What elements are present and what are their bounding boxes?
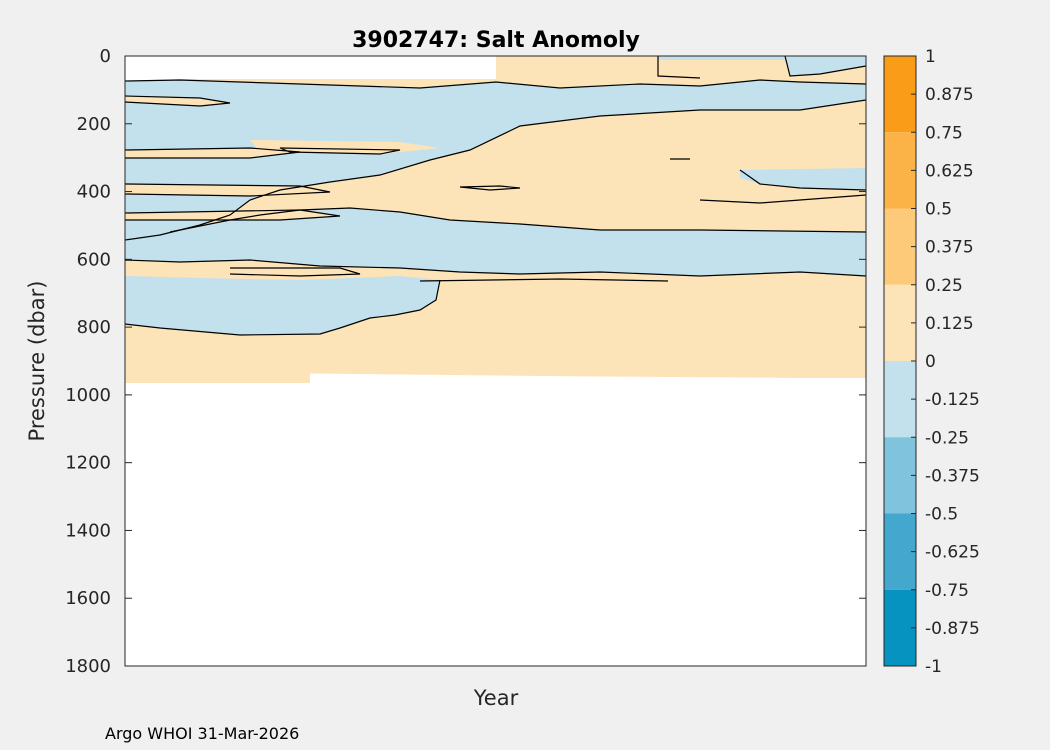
colorbar-tick-label: -0.375 [925,466,980,486]
colorbar-tick-label: -0.875 [925,619,980,639]
contour-line-4 [169,207,867,233]
contour-line-12 [229,267,361,277]
y-tick-label: 600 [77,249,111,270]
colorbar-tick-label: -0.5 [925,505,958,525]
colorbar-tick-label: 0.375 [925,238,974,258]
colorbar-tick-label: 1 [925,47,936,67]
y-tick-label: 400 [77,182,111,203]
contour-line-16 [419,278,669,282]
y-tick-label: 1600 [65,588,111,609]
colorbar-tick-label: 0.625 [925,161,974,181]
colorbar-tick-label: 0.125 [925,314,974,334]
colorbar-tick-label: 0.75 [925,123,963,143]
colorbar-tick-label: -1 [925,657,942,677]
colorbar-tick-label: -0.25 [925,428,969,448]
contour-line-2 [124,259,867,277]
colorbar-tick-label: -0.625 [925,543,980,563]
field-positive-streak-1 [125,148,300,158]
y-tick-label: 0 [100,46,111,67]
y-axis: 0 200 400 600 800 1000 1200 1400 1600 1800 [65,46,866,677]
field-negative-0 [125,80,866,240]
field-negative-1 [125,208,866,276]
colorbar-band-2 [884,208,916,285]
field-positive-streak-2 [250,140,440,154]
y-tick-label: 1000 [65,385,111,406]
colorbar-band-4 [884,361,916,438]
chart-title: 3902747: Salt Anomoly [352,28,640,53]
field-negative-4 [740,168,866,190]
colorbar-tick-label: 0.5 [925,200,952,220]
y-tick-label: 1400 [65,520,111,541]
y-axis-label: Pressure (dbar) [25,281,49,442]
field-positive-streak-5 [230,268,360,276]
contour-line-10 [124,183,331,197]
colorbar-band-6 [884,513,916,590]
colorbar-tick-label: 0.25 [925,276,963,296]
field-negative-2 [125,276,440,335]
contour-line-1 [124,99,867,241]
contour-line-11 [124,209,341,221]
colorbar: 1 0.875 0.75 0.625 0.5 0.375 0.25 0.125 0 -0.125 -… [883,47,980,677]
field-negative-3 [658,56,866,76]
contour-line-14 [279,147,401,155]
y-tick-label: 1200 [65,453,111,474]
colorbar-tick-label: 0 [925,352,936,372]
colorbar-band-3 [884,284,916,361]
y-tick-label: 800 [77,317,111,338]
contour-line-3 [124,279,441,336]
colorbar-band-0 [884,56,916,133]
contour-line-7 [739,169,867,191]
x-axis-label: Year [473,686,519,710]
contour-line-13 [459,185,521,191]
y-tick-label: 1800 [65,656,111,677]
field-nodata-top [125,56,496,81]
plot-frame [124,55,867,667]
footer-credit: Argo WHOI 31-Mar-2026 [105,724,300,743]
field-positive-streak-0 [125,96,230,106]
contour-line-6 [784,55,867,77]
contour-lines [124,55,867,336]
colorbar-tick-label: -0.75 [925,581,969,601]
contour-line-0 [124,79,867,89]
contour-line-5 [657,56,701,79]
field-positive-streak-3 [125,184,330,196]
colorbar-tick-label: -0.125 [925,390,980,410]
contour-line-8 [124,95,231,107]
contour-line-17 [699,194,867,204]
colorbar-band-5 [884,437,916,514]
anomaly-field [125,56,866,384]
colorbar-band-7 [884,589,916,666]
colorbar-band-1 [884,132,916,209]
colorbar-tick-label: 0.875 [925,85,974,105]
y-tick-label: 200 [77,114,111,135]
